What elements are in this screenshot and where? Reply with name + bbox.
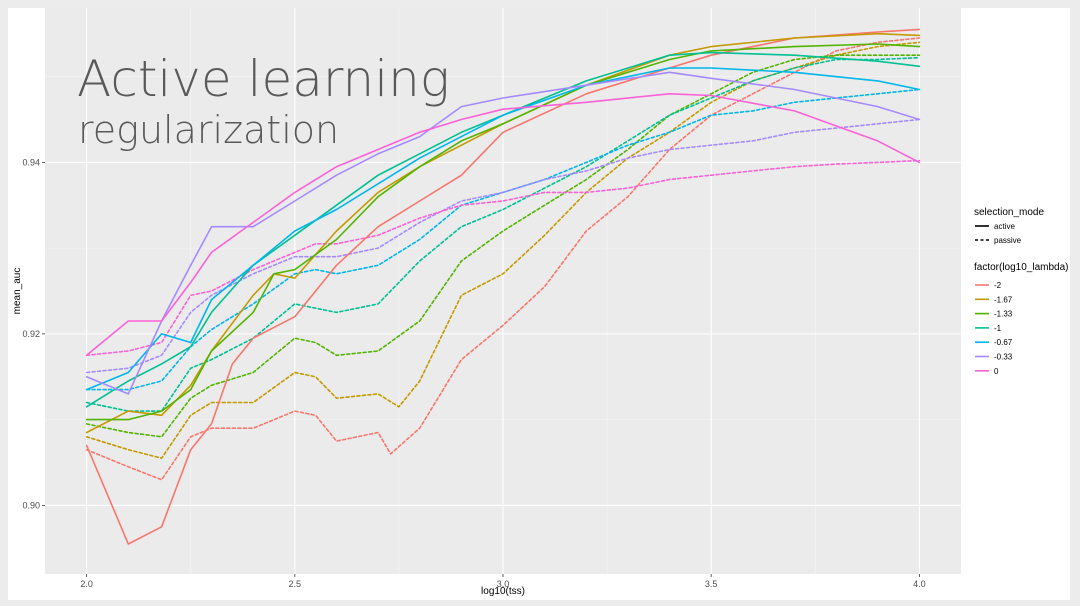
legend-linetype-label: active [994, 222, 1015, 231]
legend-color-label: -2 [994, 281, 1002, 290]
series-line-active--0_33 [85, 71, 921, 395]
line-chart: 2.0 2.5 3.0 3.5 4.0 0.90 0.92 0.94 log10(tss) m… [12, 8, 1069, 597]
series-line-passive--1_33 [85, 54, 921, 438]
legend-color-label: 0 [994, 367, 999, 376]
overlay-title: Active learning [77, 50, 450, 108]
grid-lines [45, 8, 961, 574]
overlay-subtitle: regularization [78, 108, 339, 152]
series-line-active--2 [85, 28, 921, 545]
legend-linetype-label: passive [994, 236, 1022, 245]
series-line-active--1 [85, 51, 921, 408]
x-axis-title: log10(tss) [481, 586, 525, 597]
legend-color-label: -1.33 [994, 310, 1013, 319]
series-line-active--0_67 [85, 67, 921, 391]
series-line-passive-0 [85, 159, 921, 357]
legend-color-label: -1.67 [994, 295, 1013, 304]
series-line-active--1_67 [85, 32, 921, 434]
legend-linetype-title: selection_mode [974, 207, 1044, 218]
legend: selection_mode factor(log10_lambda) acti… [974, 207, 1069, 376]
chart-canvas: 2.0 2.5 3.0 3.5 4.0 0.90 0.92 0.94 log10(tss) m… [8, 8, 1070, 600]
y-tick-label: 0.92 [22, 329, 40, 339]
legend-color-label: -0.33 [994, 353, 1013, 362]
x-tick-label: 3.5 [705, 579, 718, 589]
legend-color-title: factor(log10_lambda) [974, 262, 1069, 273]
legend-color-label: -0.67 [994, 338, 1013, 347]
x-tick-label: 4.0 [913, 579, 926, 589]
series-lines [85, 28, 921, 545]
y-tick-label: 0.94 [22, 157, 40, 167]
x-tick-label: 2.5 [289, 579, 302, 589]
x-tick-label: 2.0 [80, 579, 93, 589]
y-tick-label: 0.90 [22, 500, 40, 510]
series-line-passive--0_33 [85, 118, 921, 374]
legend-color-label: -1 [994, 324, 1002, 333]
series-line-active--1_33 [85, 43, 921, 421]
y-axis-title: mean_auc [12, 268, 23, 315]
axes: 2.0 2.5 3.0 3.5 4.0 0.90 0.92 0.94 [22, 157, 925, 589]
series-line-active-0 [85, 93, 921, 357]
x-tick-label: 3.0 [497, 579, 510, 589]
series-line-passive--2 [85, 37, 921, 481]
